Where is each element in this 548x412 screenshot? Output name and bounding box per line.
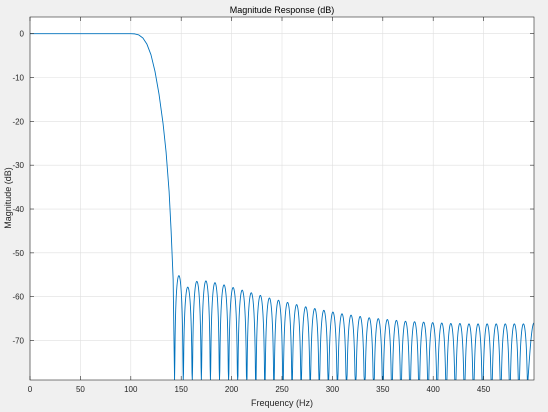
x-tick-label: 250 <box>275 385 289 394</box>
y-tick-label: -60 <box>12 293 24 302</box>
grid-lines <box>29 17 534 380</box>
y-tick-label: -30 <box>12 161 24 170</box>
x-tick-label: 450 <box>477 385 491 394</box>
magnitude-series-line <box>30 33 534 380</box>
y-axis-label: Magnitude (dB) <box>3 167 13 229</box>
x-tick-label: 50 <box>76 385 85 394</box>
x-tick-label: 350 <box>376 385 390 394</box>
x-axis-ticks: 0 50 100 150 200 250 300 350 400 450 <box>28 17 491 394</box>
y-tick-label: -20 <box>12 117 24 126</box>
y-tick-label: -70 <box>12 337 24 346</box>
y-axis-ticks: 0 -10 -20 -30 -40 -50 -60 -70 <box>12 30 534 346</box>
chart-title: Magnitude Response (dB) <box>230 5 335 15</box>
x-tick-label: 150 <box>175 385 189 394</box>
x-tick-label: 0 <box>28 385 33 394</box>
y-tick-label: -10 <box>12 74 24 83</box>
x-tick-label: 200 <box>225 385 239 394</box>
x-axis-label: Frequency (Hz) <box>251 398 313 408</box>
y-tick-label: -50 <box>12 249 24 258</box>
y-tick-label: -40 <box>12 205 24 214</box>
plot-area <box>30 33 534 380</box>
y-tick-label: 0 <box>20 30 25 39</box>
x-tick-label: 400 <box>427 385 441 394</box>
x-tick-label: 300 <box>326 385 340 394</box>
x-tick-label: 100 <box>124 385 138 394</box>
